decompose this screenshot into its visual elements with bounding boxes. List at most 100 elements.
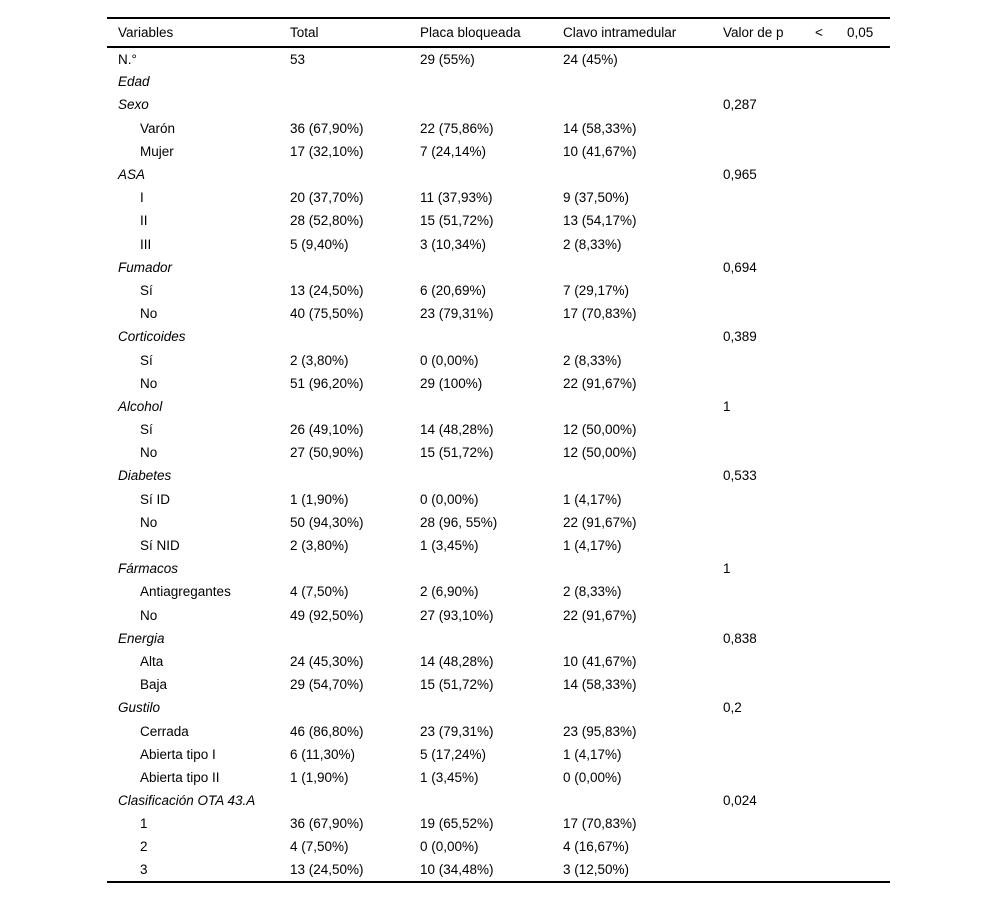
table-row: Abierta tipo I 6 (11,30%) 5 (17,24%) 1 (… xyxy=(107,743,890,766)
cell-empty-threshold xyxy=(847,604,890,627)
row-label: I xyxy=(140,190,144,206)
cell-empty-threshold xyxy=(847,812,890,835)
cell-clavo: 7 (29,17%) xyxy=(563,282,630,298)
cell-total: 4 (7,50%) xyxy=(290,584,349,600)
cell-empty-lt xyxy=(815,372,847,395)
cell-p xyxy=(723,302,815,325)
table-row: I 20 (37,70%) 11 (37,93%) 9 (37,50%) xyxy=(107,186,890,209)
row-label-cell: 2 xyxy=(107,835,290,858)
col-header-total: Total xyxy=(290,25,319,40)
cell-placa: 28 (96, 55%) xyxy=(420,514,498,530)
cell-empty-threshold xyxy=(847,279,890,302)
cell-total: 53 xyxy=(290,51,306,67)
cell-empty-threshold xyxy=(847,209,890,232)
cell-p: 0,389 xyxy=(723,329,757,345)
cell-placa xyxy=(420,325,563,348)
row-label-cell: Energia xyxy=(107,627,290,650)
table-row: N.° 53 29 (55%) 24 (45%) xyxy=(107,47,890,70)
cell-empty-lt xyxy=(815,395,847,418)
cell-empty-threshold xyxy=(847,766,890,789)
row-label-cell: Varón xyxy=(107,117,290,140)
cell-p xyxy=(723,859,815,882)
row-label: Abierta tipo II xyxy=(140,769,220,785)
cell-empty-lt xyxy=(815,604,847,627)
table-row: Fármacos 1 xyxy=(107,557,890,580)
cell-p xyxy=(723,511,815,534)
row-label: Corticoides xyxy=(118,329,186,345)
cell-p xyxy=(723,580,815,603)
cell-empty-lt xyxy=(815,766,847,789)
row-label-cell: 3 xyxy=(107,859,290,882)
cell-p xyxy=(723,47,815,70)
row-label-cell: Corticoides xyxy=(107,325,290,348)
cell-empty-threshold xyxy=(847,627,890,650)
cell-clavo: 17 (70,83%) xyxy=(563,816,637,832)
cell-clavo xyxy=(563,325,723,348)
cell-total: 4 (7,50%) xyxy=(290,839,349,855)
cell-empty-threshold xyxy=(847,719,890,742)
table-row: Fumador 0,694 xyxy=(107,256,890,279)
row-label-cell: No xyxy=(107,372,290,395)
cell-total: 36 (67,90%) xyxy=(290,120,364,136)
row-label-cell: Baja xyxy=(107,673,290,696)
cell-p xyxy=(723,719,815,742)
row-label-cell: II xyxy=(107,209,290,232)
cell-total: 24 (45,30%) xyxy=(290,653,364,669)
cell-p xyxy=(723,488,815,511)
cell-empty-lt xyxy=(815,418,847,441)
cell-empty-threshold xyxy=(847,186,890,209)
cell-empty-lt xyxy=(815,464,847,487)
table-row: Sí NID 2 (3,80%) 1 (3,45%) 1 (4,17%) xyxy=(107,534,890,557)
table-row: Sí ID 1 (1,90%) 0 (0,00%) 1 (4,17%) xyxy=(107,488,890,511)
cell-empty-threshold xyxy=(847,696,890,719)
cell-p xyxy=(723,743,815,766)
row-label-cell: Antiagregantes xyxy=(107,580,290,603)
cell-placa: 22 (75,86%) xyxy=(420,120,494,136)
cell-total xyxy=(290,789,420,812)
cell-clavo: 1 (4,17%) xyxy=(563,746,622,762)
cell-empty-lt xyxy=(815,557,847,580)
cell-empty-lt xyxy=(815,580,847,603)
row-label-cell: Clasificación OTA 43.A xyxy=(107,789,290,812)
cell-clavo: 10 (41,67%) xyxy=(563,143,637,159)
cell-p xyxy=(723,418,815,441)
cell-clavo xyxy=(563,163,723,186)
table-row: Cerrada 46 (86,80%) 23 (79,31%) 23 (95,8… xyxy=(107,719,890,742)
table-row: Diabetes 0,533 xyxy=(107,464,890,487)
cell-empty-threshold xyxy=(847,650,890,673)
cell-total xyxy=(290,93,420,116)
cell-p xyxy=(723,673,815,696)
cell-p xyxy=(723,766,815,789)
row-label: 3 xyxy=(140,862,148,878)
cell-empty-threshold xyxy=(847,580,890,603)
row-label: No xyxy=(140,514,158,530)
cell-clavo: 1 (4,17%) xyxy=(563,538,622,554)
cell-empty-lt xyxy=(815,209,847,232)
cell-placa: 27 (93,10%) xyxy=(420,607,494,623)
row-label: Baja xyxy=(140,677,168,693)
row-label-cell: Sí xyxy=(107,418,290,441)
row-label: II xyxy=(140,213,148,229)
cell-placa xyxy=(420,696,563,719)
row-label-cell: No xyxy=(107,441,290,464)
cell-total xyxy=(290,325,420,348)
table-row: II 28 (52,80%) 15 (51,72%) 13 (54,17%) xyxy=(107,209,890,232)
cell-empty-threshold xyxy=(847,163,890,186)
cell-clavo xyxy=(563,395,723,418)
row-label: Mujer xyxy=(140,143,174,159)
table-row: Sí 13 (24,50%) 6 (20,69%) 7 (29,17%) xyxy=(107,279,890,302)
cell-empty-lt xyxy=(815,812,847,835)
cell-empty-lt xyxy=(815,163,847,186)
cell-empty-threshold xyxy=(847,673,890,696)
cell-total: 13 (24,50%) xyxy=(290,282,364,298)
cell-total: 1 (1,90%) xyxy=(290,491,349,507)
cell-placa xyxy=(420,464,563,487)
cell-clavo: 24 (45%) xyxy=(563,51,618,67)
row-label-cell: Sí xyxy=(107,279,290,302)
cell-empty-threshold xyxy=(847,557,890,580)
table-row: Abierta tipo II 1 (1,90%) 1 (3,45%) 0 (0… xyxy=(107,766,890,789)
table-row: Antiagregantes 4 (7,50%) 2 (6,90%) 2 (8,… xyxy=(107,580,890,603)
cell-total: 17 (32,10%) xyxy=(290,143,364,159)
cell-empty-lt xyxy=(815,511,847,534)
